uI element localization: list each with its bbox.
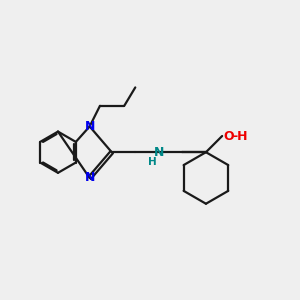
Text: N: N <box>85 120 95 133</box>
Text: -H: -H <box>232 130 248 142</box>
Text: H: H <box>148 157 157 167</box>
Text: N: N <box>85 172 95 184</box>
Text: O: O <box>223 130 233 142</box>
Text: N: N <box>154 146 164 159</box>
